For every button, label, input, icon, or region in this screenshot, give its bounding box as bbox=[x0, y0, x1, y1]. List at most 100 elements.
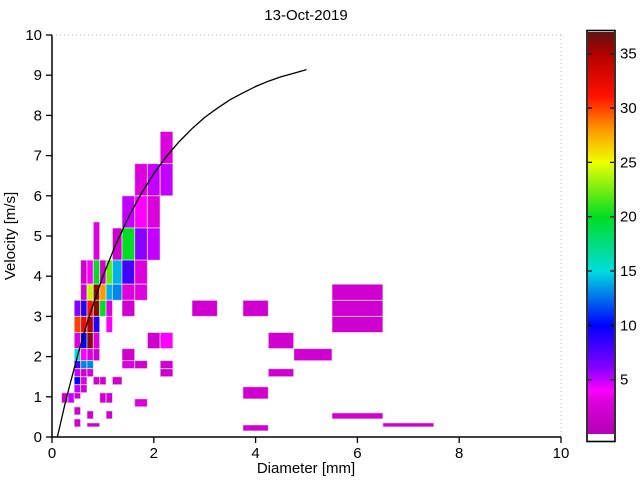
heatmap-cell bbox=[159, 360, 174, 370]
colorbar-gradient bbox=[588, 32, 614, 434]
heatmap-cell bbox=[73, 418, 82, 428]
heatmap-cell bbox=[121, 227, 136, 261]
heatmap-cell bbox=[146, 332, 161, 350]
heatmap-cell bbox=[92, 221, 101, 261]
heatmap-cell bbox=[99, 283, 107, 301]
heatmap-cell bbox=[121, 348, 136, 362]
colorbar-tick-label: 30 bbox=[620, 100, 637, 117]
y-tick-label: 8 bbox=[34, 107, 42, 124]
y-tick-label: 6 bbox=[34, 188, 42, 205]
heatmap-cell bbox=[86, 332, 94, 350]
heatmap-cell bbox=[159, 131, 174, 165]
heatmap-cell bbox=[121, 299, 136, 317]
heatmap-cell bbox=[80, 376, 88, 386]
y-tick-label: 9 bbox=[34, 67, 42, 84]
colorbar-tick-label: 5 bbox=[620, 372, 628, 389]
x-axis-label: Diameter [mm] bbox=[257, 460, 355, 477]
heatmap-cell bbox=[73, 315, 82, 333]
heatmap-cell bbox=[267, 332, 295, 350]
colorbar-tick-label: 10 bbox=[620, 317, 637, 334]
axes-layer: 0 2 4 6 8 10 0 1 2 3 4 5 6 7 8 9 10 bbox=[25, 27, 569, 462]
heatmap-cell bbox=[146, 227, 161, 261]
heatmap-cell bbox=[111, 259, 123, 285]
colorbar-tick-label: 15 bbox=[620, 263, 637, 280]
heatmap-cell bbox=[99, 376, 107, 386]
heatmap-cell bbox=[86, 259, 94, 285]
heatmap-cell bbox=[73, 392, 82, 400]
heatmap-cell bbox=[92, 332, 101, 350]
heatmap-cell bbox=[121, 195, 136, 229]
heatmap-cell bbox=[159, 332, 174, 350]
heatmap-cells-layer bbox=[61, 131, 435, 432]
heatmap-cell bbox=[134, 398, 148, 408]
heatmap-cell bbox=[80, 384, 88, 394]
heatmap-cell bbox=[105, 283, 113, 301]
heatmap-cell bbox=[105, 315, 113, 333]
heatmap-cell bbox=[121, 360, 136, 370]
heatmap-cell bbox=[86, 283, 94, 301]
heatmap-cell bbox=[111, 283, 123, 301]
heatmap-cell bbox=[111, 376, 123, 386]
y-tick-label: 3 bbox=[34, 308, 42, 325]
heatmap-cell bbox=[86, 368, 94, 378]
heatmap-cell bbox=[121, 259, 136, 285]
y-tick-label: 7 bbox=[34, 148, 42, 165]
heatmap-cell bbox=[242, 386, 269, 400]
y-tick-label: 4 bbox=[34, 268, 42, 285]
heatmap-cell bbox=[92, 259, 101, 285]
heatmap-cell bbox=[92, 376, 101, 386]
terminal-velocity-curve bbox=[56, 68, 307, 438]
y-tick-label: 5 bbox=[34, 228, 42, 245]
heatmap-cell bbox=[99, 392, 107, 404]
y-tick-label: 10 bbox=[25, 27, 42, 44]
heatmap-cell bbox=[134, 227, 148, 261]
heatmap-cell bbox=[80, 315, 88, 333]
x-tick-label: 6 bbox=[353, 445, 361, 462]
heatmap-cell bbox=[105, 259, 113, 285]
heatmap-cell bbox=[67, 392, 75, 404]
heatmap-cell bbox=[105, 392, 113, 404]
heatmap-cell bbox=[99, 299, 107, 317]
heatmap-cell bbox=[105, 410, 113, 420]
heatmap-cell bbox=[80, 348, 88, 362]
plot-title: 13-Oct-2019 bbox=[264, 7, 347, 24]
y-axis-label: Velocity [m/s] bbox=[2, 192, 19, 280]
heatmap-cell bbox=[92, 348, 101, 362]
heatmap-cell bbox=[86, 360, 94, 370]
heatmap-cell bbox=[146, 195, 161, 229]
heatmap-cell bbox=[242, 424, 269, 432]
heatmap-cell bbox=[86, 348, 94, 362]
x-tick-label: 2 bbox=[150, 445, 158, 462]
heatmap-cell bbox=[293, 348, 333, 362]
y-tick-label: 2 bbox=[34, 349, 42, 366]
x-tick-label: 10 bbox=[553, 445, 570, 462]
heatmap-cell bbox=[80, 259, 88, 285]
heatmap-cell bbox=[134, 283, 148, 301]
x-tick-label: 0 bbox=[48, 445, 56, 462]
heatmap-cell bbox=[73, 299, 82, 317]
y-tick-label: 1 bbox=[34, 389, 42, 406]
heatmap-cell bbox=[73, 368, 82, 378]
colorbar: 5 10 15 20 25 30 35 bbox=[586, 29, 637, 443]
heatmap-cell bbox=[73, 406, 82, 416]
heatmap-cell bbox=[331, 283, 384, 301]
heatmap-cell bbox=[382, 422, 435, 428]
heatmap-cell bbox=[86, 422, 101, 428]
y-tick-label: 0 bbox=[34, 429, 42, 446]
heatmap-cell bbox=[86, 410, 94, 420]
heatmap-cell bbox=[105, 299, 113, 317]
heatmap-cell bbox=[73, 384, 82, 394]
heatmap-cell bbox=[92, 315, 101, 333]
heatmap-cell bbox=[331, 315, 384, 333]
colorbar-tick-label: 35 bbox=[620, 46, 637, 63]
heatmap-cell bbox=[134, 259, 148, 285]
heatmap-cell bbox=[80, 368, 88, 378]
heatmap-cell bbox=[134, 195, 148, 229]
colorbar-tick-label: 20 bbox=[620, 209, 637, 226]
heatmap-cell bbox=[134, 163, 148, 197]
heatmap-cell bbox=[267, 368, 295, 378]
colorbar-tick-label: 25 bbox=[620, 154, 637, 171]
heatmap-cell bbox=[80, 283, 88, 301]
